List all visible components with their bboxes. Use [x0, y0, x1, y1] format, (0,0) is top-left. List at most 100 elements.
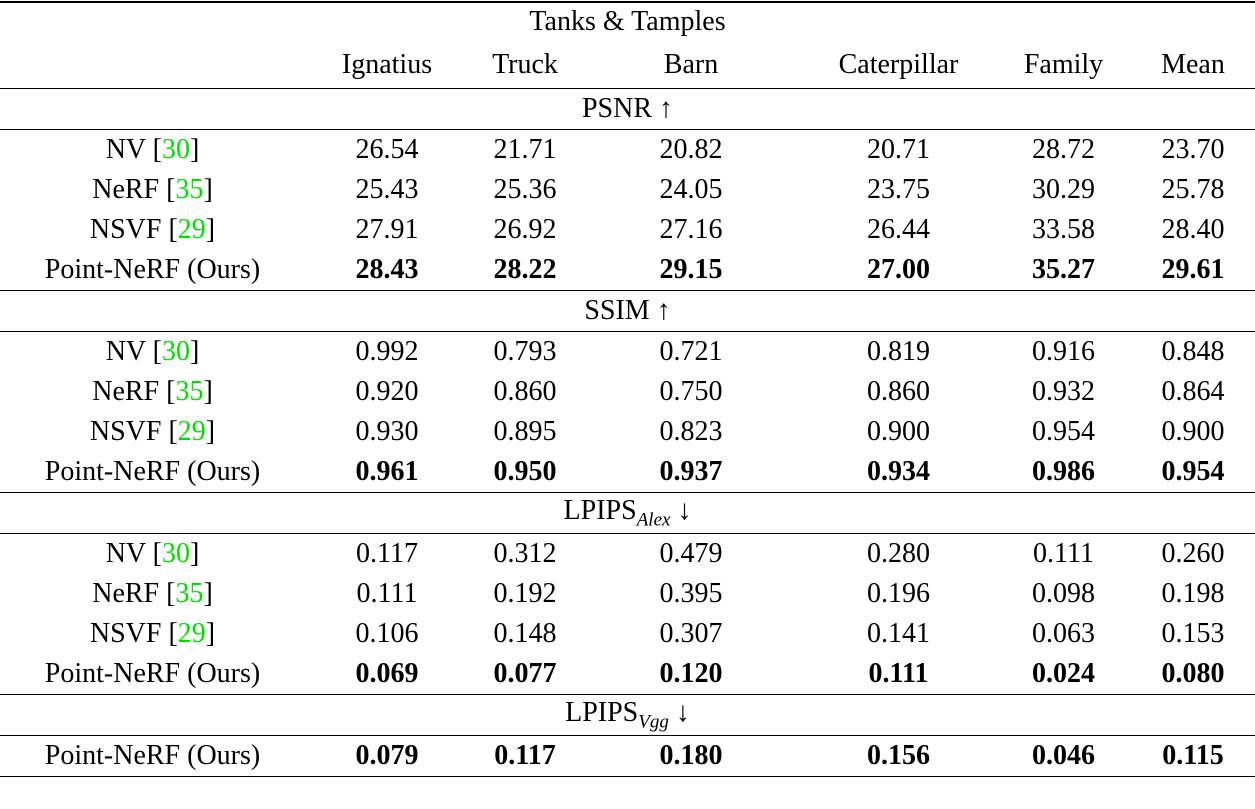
method-cell: NeRF [35] [92, 578, 213, 609]
value-cell: 0.793 [493, 336, 557, 367]
metric-name: SSIM [584, 295, 650, 326]
metric-subscript: Alex [636, 509, 671, 531]
value-cell: 25.43 [355, 174, 419, 205]
metric-arrow: ↓ [677, 494, 692, 526]
method-cell: Point-NeRF (Ours) [0, 250, 305, 291]
table-row: NeRF [35] 25.43 25.36 24.05 23.75 30.29 25.78 [0, 170, 1255, 210]
value-cell: 0.079 [305, 735, 469, 777]
method-name: Point-NeRF (Ours) [44, 456, 261, 487]
method-name: NeRF [92, 578, 160, 609]
method-cell: NV [30] [105, 336, 200, 367]
table-row: Point-NeRF (Ours) 0.069 0.077 0.120 0.111 0.0… [0, 654, 1255, 695]
method-cell: Point-NeRF (Ours) [0, 452, 305, 493]
metric-subscript: Vgg [638, 711, 669, 733]
method-name: NSVF [89, 214, 162, 245]
value-cell: 0.120 [659, 658, 723, 689]
section-header: PSNR ↑ [0, 88, 1255, 130]
section-header: LPIPSAlex ↓ [0, 492, 1255, 534]
value-cell: 0.180 [581, 735, 801, 777]
value-cell: 0.860 [867, 376, 930, 407]
metric-label: LPIPSVgg ↓ [0, 694, 1255, 736]
section-header: SSIM ↑ [0, 290, 1255, 332]
citation-link[interactable]: 29 [177, 214, 206, 245]
table-row: NeRF [35] 0.920 0.860 0.750 0.860 0.932 0.864 [0, 372, 1255, 412]
value-cell: 0.934 [867, 456, 930, 487]
metric-arrow: ↑ [656, 295, 671, 326]
citation-link[interactable]: 35 [175, 376, 204, 407]
citation-link[interactable]: 30 [161, 336, 190, 367]
column-header-barn: Barn [663, 48, 719, 80]
value-cell: 0.900 [867, 416, 930, 447]
value-cell: 0.848 [1161, 336, 1225, 367]
metric-name: LPIPS [563, 494, 637, 526]
citation-link[interactable]: 35 [175, 174, 204, 205]
value-cell: 0.819 [867, 336, 930, 367]
value-cell: 0.860 [493, 376, 557, 407]
method-cell: NSVF [29] [89, 416, 216, 447]
value-cell: 0.196 [867, 578, 930, 609]
method-cell: NSVF [29] [89, 618, 216, 649]
method-name: NV [105, 336, 146, 367]
value-cell: 27.91 [355, 214, 419, 245]
value-cell: 0.111 [868, 658, 929, 689]
column-header-caterpillar: Caterpillar [838, 48, 959, 80]
value-cell: 27.00 [867, 254, 930, 285]
value-cell: 0.106 [355, 618, 419, 649]
table-row: NeRF [35] 0.111 0.192 0.395 0.196 0.098 0.198 [0, 574, 1255, 614]
value-cell: 0.063 [1032, 618, 1095, 649]
value-cell: 0.937 [659, 456, 723, 487]
value-cell: 0.954 [1032, 416, 1095, 447]
table-row: NSVF [29] 0.930 0.895 0.823 0.900 0.954 0.900 [0, 412, 1255, 452]
value-cell: 25.36 [493, 174, 557, 205]
value-cell: 30.29 [1032, 174, 1095, 205]
table-row: NV [30] 0.992 0.793 0.721 0.819 0.916 0.848 [0, 332, 1255, 373]
citation-link[interactable]: 35 [175, 578, 204, 609]
column-header-ignatius: Ignatius [341, 48, 433, 80]
table-row: NV [30] 26.54 21.71 20.82 20.71 28.72 23.70 [0, 130, 1255, 171]
value-cell: 0.823 [659, 416, 723, 447]
method-cell: NV [30] [105, 134, 200, 165]
method-cell: NeRF [35] [92, 174, 213, 205]
value-cell: 0.916 [1032, 336, 1095, 367]
value-cell: 0.986 [1032, 456, 1095, 487]
metric-arrow: ↓ [675, 696, 690, 728]
method-name: NV [105, 538, 146, 569]
metric-label: SSIM ↑ [0, 290, 1255, 332]
value-cell: 0.198 [1161, 578, 1225, 609]
table-row: NV [30] 0.117 0.312 0.479 0.280 0.111 0.260 [0, 534, 1255, 575]
citation-link[interactable]: 29 [177, 618, 206, 649]
citation-link[interactable]: 29 [177, 416, 206, 447]
value-cell: 20.82 [659, 134, 723, 165]
method-name: Point-NeRF (Ours) [44, 658, 261, 689]
value-cell: 24.05 [659, 174, 723, 205]
value-cell: 0.111 [1033, 538, 1094, 569]
value-cell: 0.864 [1161, 376, 1225, 407]
value-cell: 0.117 [356, 538, 418, 569]
value-cell: 0.479 [659, 538, 723, 569]
column-header-truck: Truck [492, 48, 558, 80]
value-cell: 29.61 [1161, 254, 1225, 285]
value-cell: 0.077 [493, 658, 557, 689]
value-cell: 0.930 [355, 416, 419, 447]
citation-link[interactable]: 30 [161, 538, 190, 569]
value-cell: 0.024 [1032, 658, 1095, 689]
value-cell: 0.932 [1032, 376, 1095, 407]
metric-arrow: ↑ [659, 93, 674, 124]
method-name: Point-NeRF (Ours) [44, 254, 261, 285]
value-cell: 27.16 [659, 214, 723, 245]
method-cell: NSVF [29] [89, 214, 216, 245]
value-cell: 28.72 [1032, 134, 1095, 165]
value-cell: 0.111 [356, 578, 418, 609]
table-row: NSVF [29] 0.106 0.148 0.307 0.141 0.063 0.153 [0, 614, 1255, 654]
value-cell: 0.080 [1161, 658, 1225, 689]
value-cell: 0.069 [355, 658, 419, 689]
value-cell: 0.280 [867, 538, 930, 569]
value-cell: 0.895 [493, 416, 557, 447]
metric-label: LPIPSAlex ↓ [0, 492, 1255, 534]
value-cell: 35.27 [1032, 254, 1095, 285]
value-cell: 26.54 [355, 134, 419, 165]
citation-link[interactable]: 30 [161, 134, 190, 165]
value-cell: 0.900 [1161, 416, 1225, 447]
value-cell: 25.78 [1161, 174, 1225, 205]
value-cell: 0.307 [659, 618, 723, 649]
